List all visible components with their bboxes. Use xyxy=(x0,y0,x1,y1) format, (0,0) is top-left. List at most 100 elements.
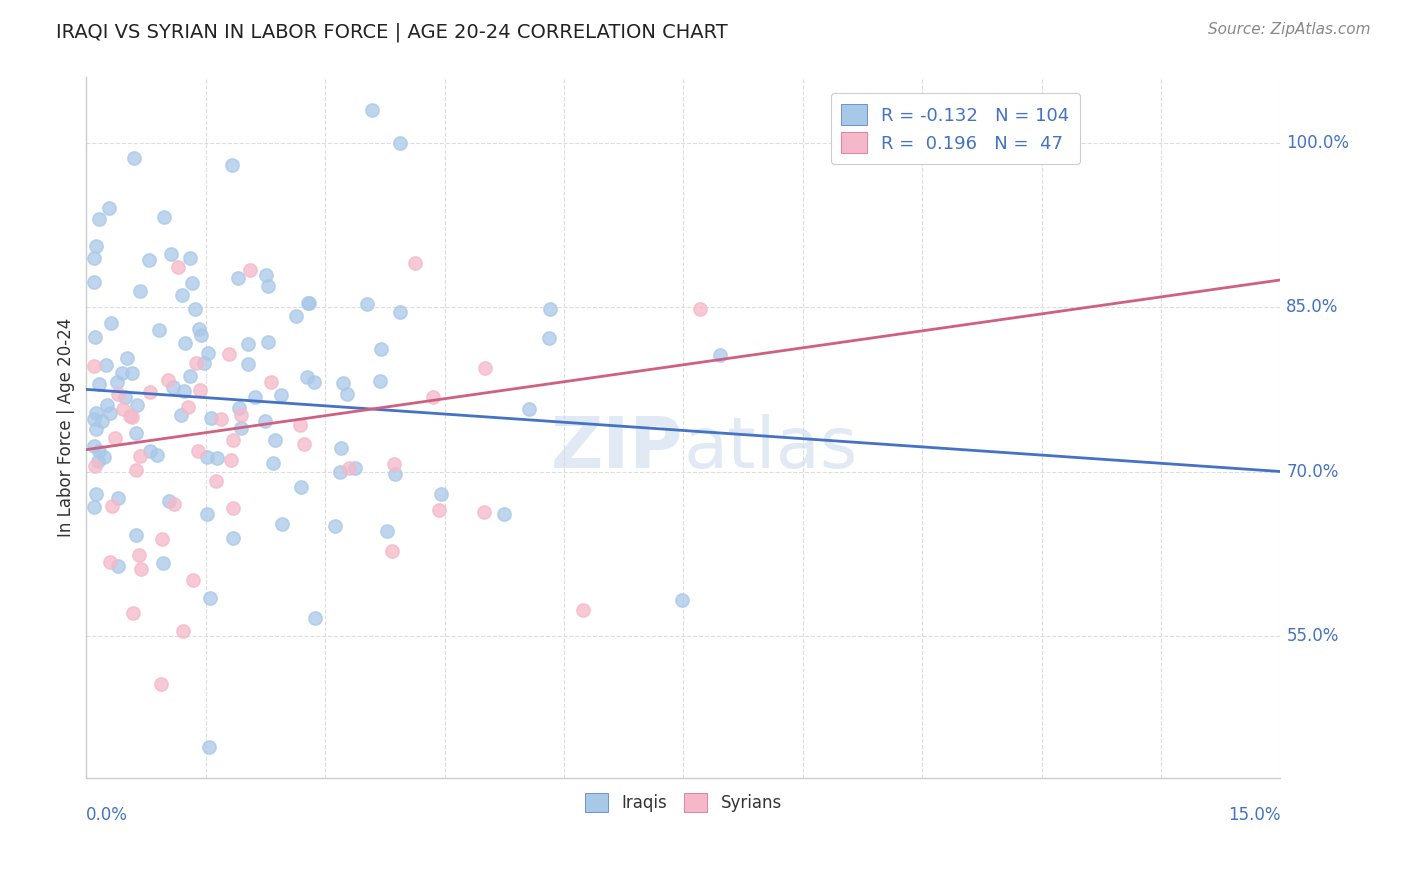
Point xyxy=(112,402,135,417)
Point xyxy=(430,487,453,501)
Text: 15.0%: 15.0% xyxy=(1227,806,1281,824)
Point xyxy=(290,480,312,494)
Point xyxy=(97,202,120,216)
Point xyxy=(84,422,107,436)
Text: ZIP: ZIP xyxy=(551,414,683,483)
Point xyxy=(221,158,243,172)
Point xyxy=(254,414,277,428)
Point xyxy=(422,390,444,404)
Point xyxy=(689,302,711,317)
Point xyxy=(157,493,180,508)
Point xyxy=(107,387,129,401)
Point xyxy=(330,442,353,456)
Point xyxy=(271,517,294,532)
Point xyxy=(139,384,162,399)
Point xyxy=(83,275,105,289)
Point xyxy=(153,210,176,224)
Point xyxy=(179,368,201,383)
Point xyxy=(356,297,378,311)
Point xyxy=(83,251,105,265)
Point xyxy=(114,391,136,405)
Point xyxy=(332,376,354,391)
Point xyxy=(98,555,121,569)
Point xyxy=(336,387,359,401)
Point xyxy=(200,591,222,605)
Point xyxy=(148,323,170,337)
Point xyxy=(150,677,173,691)
Point xyxy=(87,454,110,468)
Text: 55.0%: 55.0% xyxy=(1286,627,1339,645)
Point xyxy=(172,287,194,301)
Point xyxy=(264,434,287,448)
Point xyxy=(323,518,346,533)
Point xyxy=(100,316,122,330)
Point xyxy=(218,347,240,361)
Point xyxy=(709,348,731,362)
Point xyxy=(98,406,121,420)
Point xyxy=(173,384,195,399)
Point xyxy=(537,330,560,344)
Point xyxy=(205,451,228,466)
Point xyxy=(195,450,218,464)
Point xyxy=(91,414,114,428)
Text: 100.0%: 100.0% xyxy=(1286,134,1350,153)
Point xyxy=(226,270,249,285)
Point xyxy=(188,384,211,398)
Point xyxy=(195,507,218,521)
Point xyxy=(96,398,118,412)
Point xyxy=(221,433,243,447)
Point xyxy=(87,444,110,458)
Point xyxy=(219,452,242,467)
Point xyxy=(167,260,190,275)
Point xyxy=(256,268,278,282)
Point xyxy=(152,557,174,571)
Point xyxy=(188,322,211,336)
Point xyxy=(129,449,152,463)
Point xyxy=(298,296,321,310)
Point xyxy=(128,284,150,298)
Point xyxy=(297,295,319,310)
Point xyxy=(193,356,215,370)
Text: 70.0%: 70.0% xyxy=(1286,463,1339,481)
Point xyxy=(304,611,326,625)
Point xyxy=(105,375,128,389)
Point xyxy=(200,410,222,425)
Point xyxy=(337,460,360,475)
Point xyxy=(125,426,148,441)
Point xyxy=(83,439,105,453)
Point xyxy=(177,400,200,414)
Point xyxy=(86,487,108,501)
Point xyxy=(190,327,212,342)
Point xyxy=(198,739,221,754)
Point xyxy=(236,357,259,371)
Point xyxy=(257,278,280,293)
Point xyxy=(170,408,193,422)
Point xyxy=(174,336,197,351)
Point xyxy=(187,443,209,458)
Point xyxy=(260,375,283,389)
Point xyxy=(87,376,110,391)
Point xyxy=(125,528,148,542)
Point xyxy=(83,458,105,473)
Point xyxy=(183,301,205,316)
Point xyxy=(100,499,122,513)
Point xyxy=(121,409,143,424)
Point xyxy=(262,456,284,470)
Text: 0.0%: 0.0% xyxy=(86,806,128,824)
Point xyxy=(256,334,278,349)
Point xyxy=(388,305,411,319)
Point xyxy=(122,151,145,165)
Point xyxy=(228,401,250,415)
Text: IRAQI VS SYRIAN IN LABOR FORCE | AGE 20-24 CORRELATION CHART: IRAQI VS SYRIAN IN LABOR FORCE | AGE 20-… xyxy=(56,22,728,42)
Point xyxy=(295,370,318,384)
Point xyxy=(129,562,152,576)
Point xyxy=(93,450,115,464)
Point xyxy=(180,276,202,290)
Point xyxy=(404,256,426,270)
Point xyxy=(181,573,204,587)
Point xyxy=(472,505,495,519)
Point xyxy=(186,356,208,370)
Point xyxy=(572,603,595,617)
Point xyxy=(343,461,366,475)
Point xyxy=(128,548,150,562)
